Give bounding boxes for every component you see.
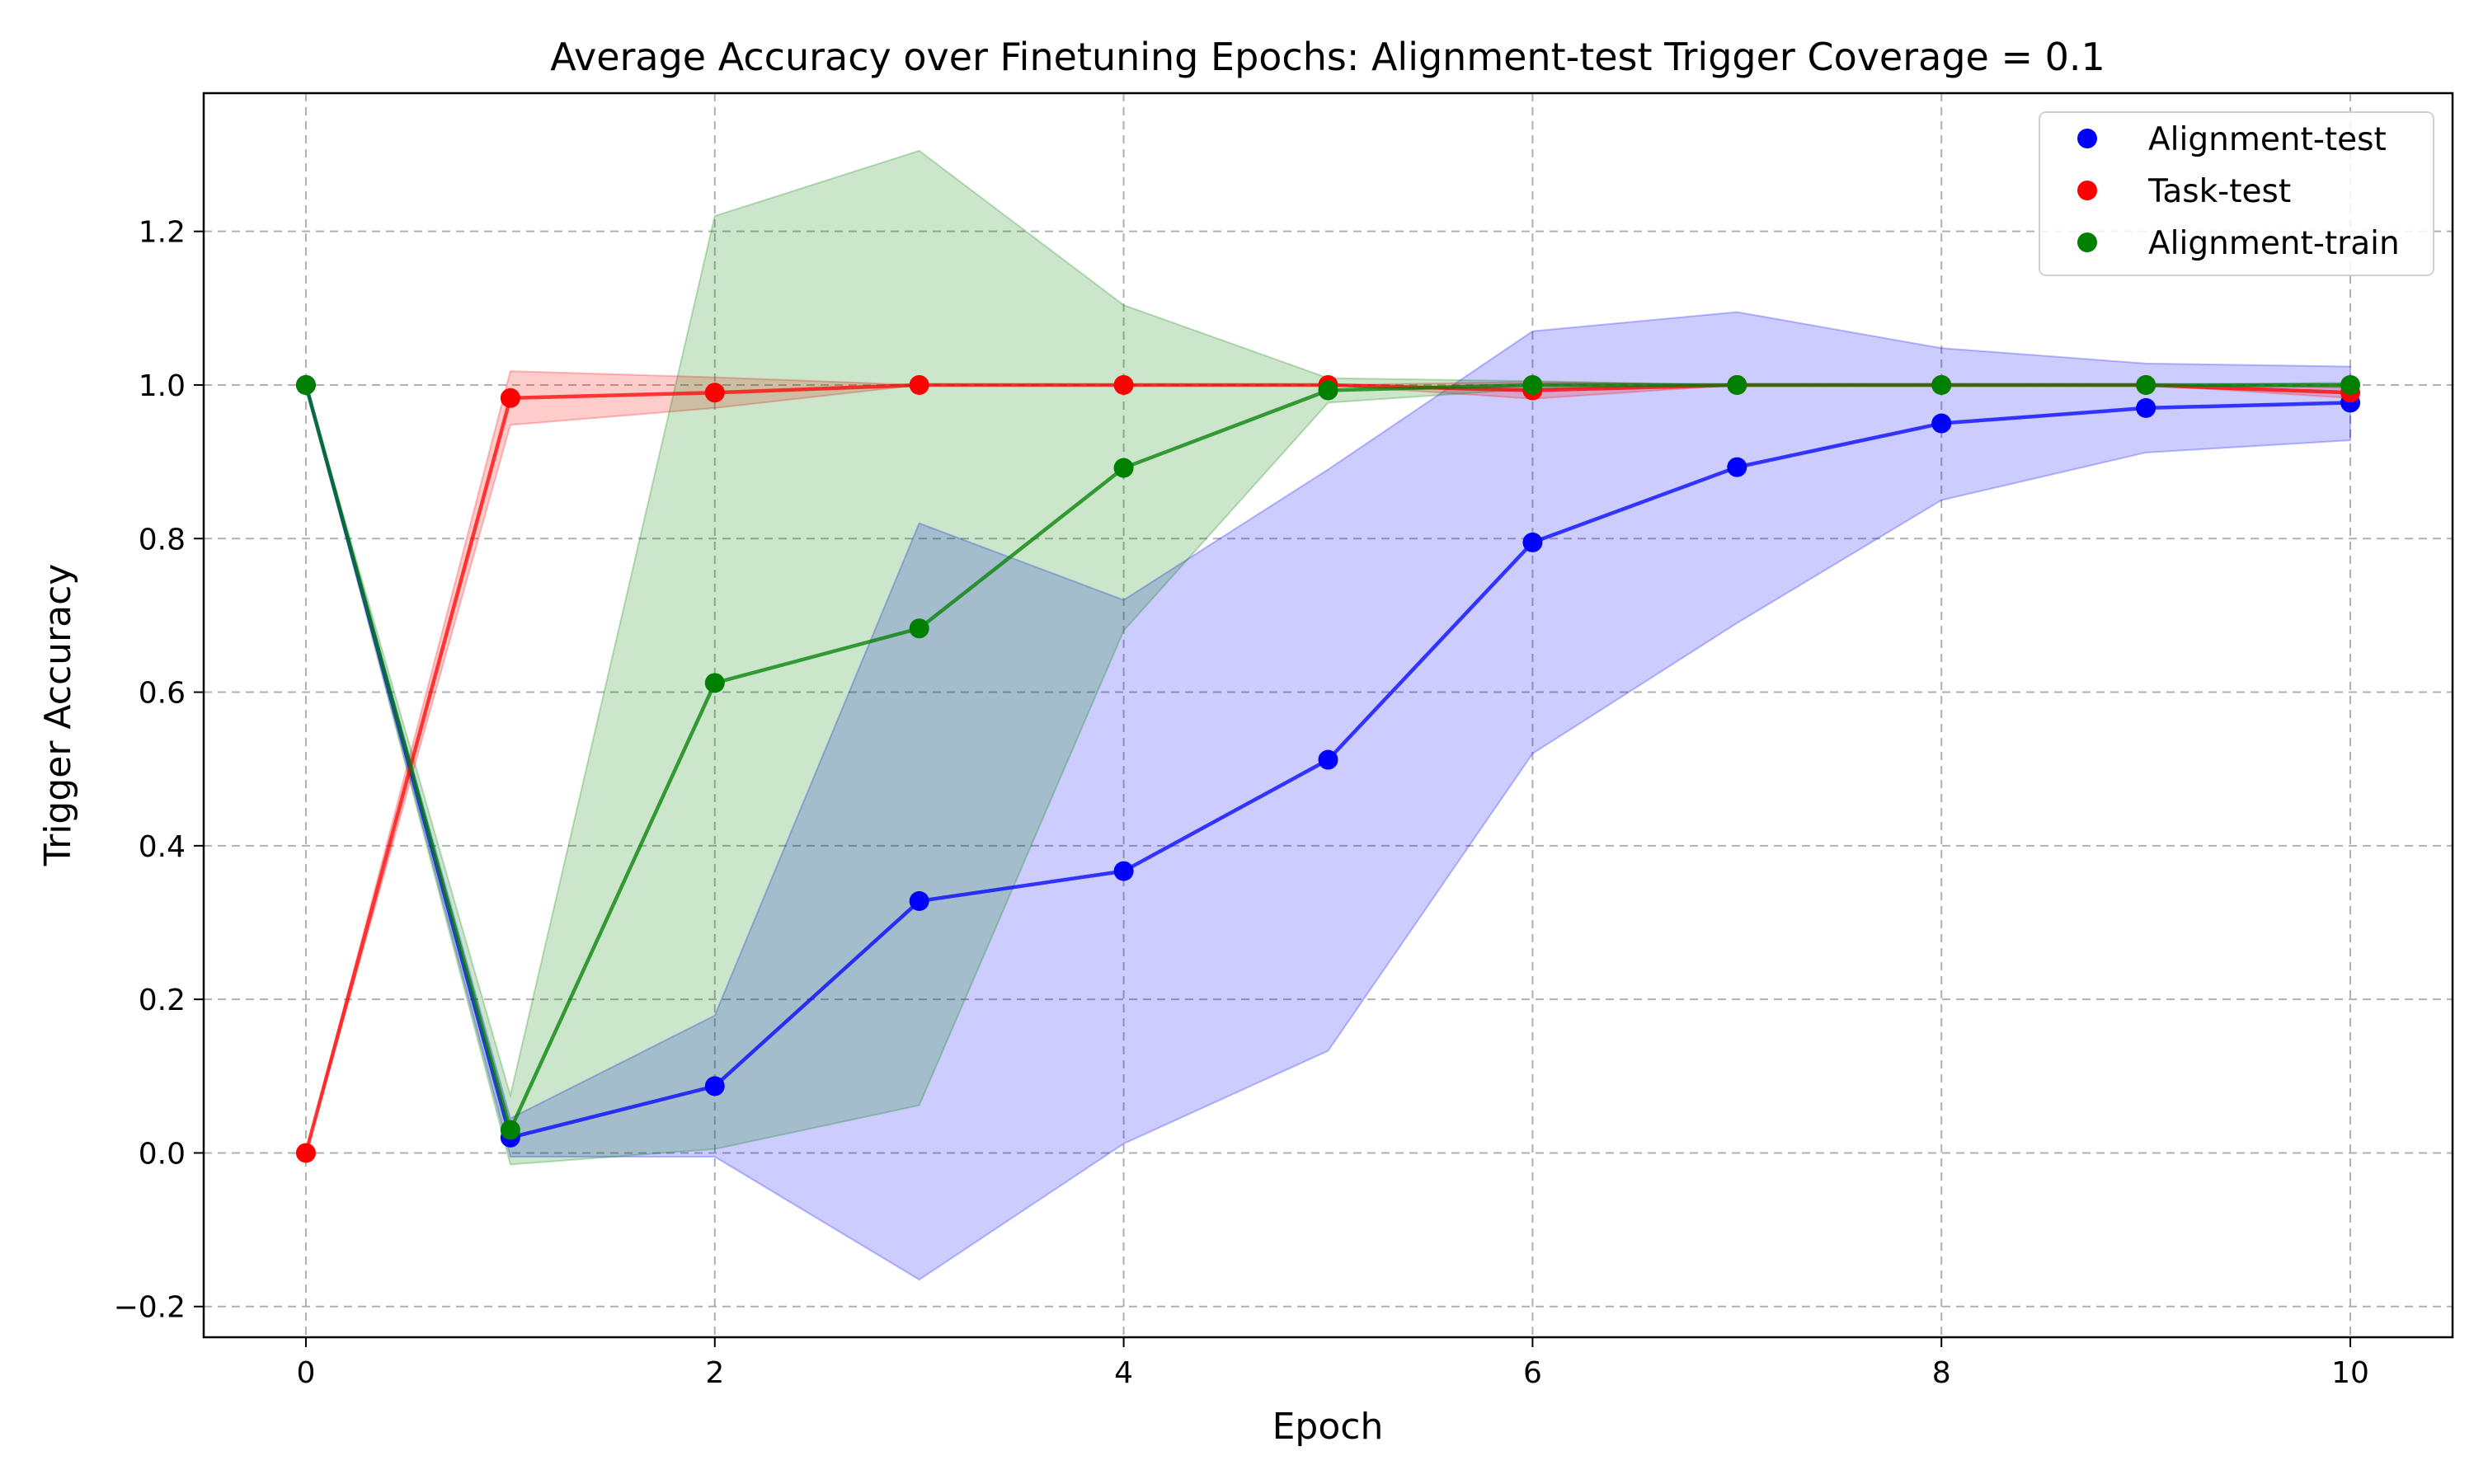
y-axis-label: Trigger Accuracy	[37, 564, 79, 867]
alignment-test-point	[1522, 532, 1543, 552]
alignment-train-point	[909, 618, 929, 639]
y-axis-ticks: −0.2 0.0 0.2 0.4 0.6 0.8 1.0 1.2	[114, 216, 204, 1325]
x-tick-label: 2	[705, 1356, 724, 1390]
legend-marker-alignment-test	[2077, 129, 2097, 148]
alignment-train-point	[500, 1120, 520, 1140]
alignment-test-point	[704, 1076, 725, 1097]
task-test-point	[295, 1143, 316, 1163]
task-test-point	[500, 387, 520, 408]
series-points	[295, 374, 2361, 1163]
alignment-train-point	[295, 374, 316, 395]
y-tick-label: 0.6	[139, 677, 186, 711]
x-axis-ticks: 0 2 4 6 8 10	[297, 1337, 2369, 1390]
alignment-test-point	[2136, 397, 2157, 418]
legend-label-task-test: Task-test	[2147, 173, 2291, 210]
y-tick-label: 0.2	[139, 984, 186, 1017]
alignment-train-point	[2340, 374, 2361, 395]
grid	[204, 93, 2453, 1337]
chart-title: Average Accuracy over Finetuning Epochs:…	[550, 35, 2105, 79]
x-tick-label: 10	[2331, 1356, 2369, 1390]
alignment-test-point	[909, 890, 929, 911]
alignment-train-point	[1727, 374, 1747, 395]
legend: Alignment-test Task-test Alignment-train	[2039, 111, 2434, 276]
alignment-train-point	[1931, 374, 1952, 395]
x-tick-label: 6	[1523, 1356, 1542, 1390]
task-test-point	[909, 374, 929, 395]
y-tick-label: 0.8	[139, 523, 186, 556]
x-tick-label: 8	[1932, 1356, 1951, 1390]
alignment-test-point	[1727, 457, 1747, 477]
task-test-point	[1113, 374, 1134, 395]
y-tick-label: 1.0	[139, 369, 186, 403]
legend-label-alignment-train: Alignment-train	[2148, 225, 2400, 262]
legend-box	[2039, 111, 2434, 276]
y-tick-label: 0.0	[139, 1137, 186, 1171]
x-tick-label: 4	[1114, 1356, 1133, 1390]
alignment-train-point	[1318, 380, 1338, 401]
plot-frame	[202, 92, 2454, 1339]
task-test-point	[704, 383, 725, 403]
x-tick-label: 0	[297, 1356, 316, 1390]
alignment-train-point	[1522, 374, 1543, 395]
x-axis-label: Epoch	[1272, 1406, 1384, 1448]
legend-marker-alignment-train	[2077, 232, 2097, 252]
y-tick-label: 0.4	[139, 830, 186, 864]
alignment-train-point	[2136, 374, 2157, 395]
legend-label-alignment-test: Alignment-test	[2148, 121, 2387, 158]
legend-marker-task-test	[2077, 181, 2097, 200]
y-tick-label: 1.2	[139, 216, 186, 250]
alignment-train-point	[704, 673, 725, 693]
alignment-train-point	[1113, 458, 1134, 478]
alignment-test-point	[1113, 861, 1134, 881]
y-tick-label: −0.2	[114, 1291, 186, 1325]
alignment-test-point	[1931, 413, 1952, 434]
alignment-test-point	[1318, 749, 1338, 770]
